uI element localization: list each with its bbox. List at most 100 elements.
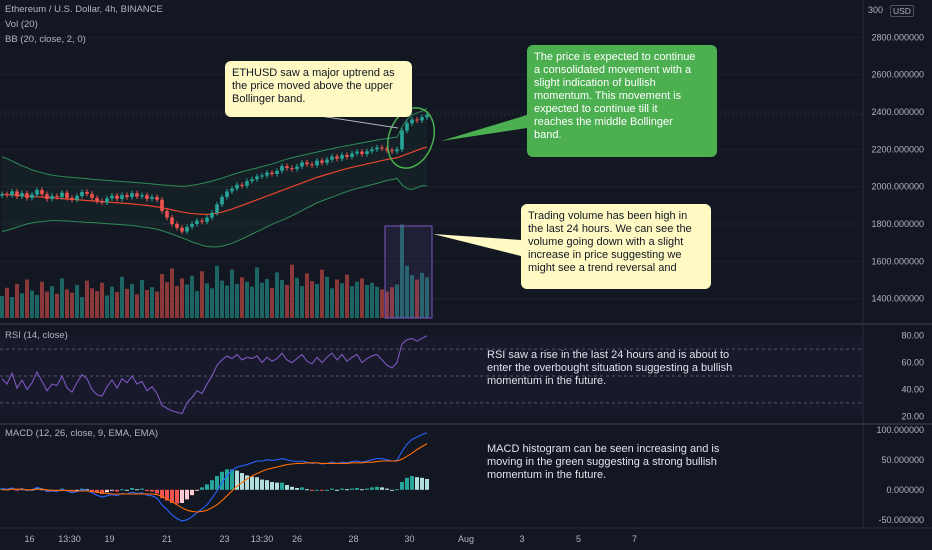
volume-bar xyxy=(130,283,134,318)
volume-bar xyxy=(340,283,344,318)
macd-histogram-bar xyxy=(275,482,279,490)
volume-bar xyxy=(355,281,359,318)
macd-indicator-label[interactable]: MACD (12, 26, close, 9, EMA, EMA) xyxy=(5,428,159,439)
macd-histogram-bar xyxy=(230,469,234,490)
macd-histogram-bar xyxy=(150,489,154,492)
volume-bar xyxy=(125,288,129,318)
volume-bar xyxy=(150,287,154,318)
candle-body xyxy=(285,166,289,169)
time-tick-label: 30 xyxy=(404,534,414,544)
macd-histogram-bar xyxy=(380,487,384,490)
macd-histogram-bar xyxy=(105,489,109,493)
volume-bar xyxy=(335,279,339,318)
candle-body xyxy=(180,227,184,232)
annotation-line: a consolidated movement with a xyxy=(534,64,692,76)
volume-bar xyxy=(285,285,289,318)
candle-body xyxy=(365,151,369,155)
candle-body xyxy=(170,217,174,225)
volume-bar xyxy=(410,275,414,318)
price-tick-label: 2000.000000 xyxy=(871,182,924,192)
macd-tick-label: -50.000000 xyxy=(878,515,924,525)
volume-bar xyxy=(40,281,44,318)
candle-body xyxy=(415,119,419,121)
macd-histogram-bar xyxy=(85,489,89,491)
macd-histogram-bar xyxy=(245,475,249,490)
candle-body xyxy=(30,194,34,198)
price-tick-label: 2600.000000 xyxy=(871,70,924,80)
bollinger-indicator-label[interactable]: BB (20, close, 2, 0) xyxy=(5,34,86,45)
annotation-line: the last 24 hours. We can see the xyxy=(528,223,692,235)
candle-body xyxy=(100,201,104,203)
volume-bar xyxy=(400,224,404,318)
volume-highlight-box xyxy=(384,225,433,319)
candle-body xyxy=(105,198,109,203)
candle-body xyxy=(125,195,129,197)
volume-indicator-label[interactable]: Vol (20) xyxy=(5,19,38,30)
macd-histogram-bar xyxy=(255,477,259,490)
macd-histogram-bar xyxy=(335,489,339,491)
volume-bar xyxy=(415,279,419,318)
annotation-line: momentum in the future. xyxy=(487,469,607,481)
candle-body xyxy=(195,220,199,225)
time-tick-label: 13:30 xyxy=(58,534,81,544)
volume-bar xyxy=(10,297,14,318)
rsi-band-background xyxy=(0,335,862,417)
candle-body xyxy=(325,159,329,163)
volume-bar xyxy=(280,280,284,318)
volume-bar xyxy=(260,282,264,318)
volume-bar xyxy=(165,282,169,318)
volume-bar xyxy=(170,268,174,318)
volume-bar xyxy=(135,294,139,318)
candle-body xyxy=(160,199,164,211)
volume-bar xyxy=(55,293,59,318)
price-scale-top-label: 300 xyxy=(868,5,883,15)
volume-bar xyxy=(175,286,179,318)
macd-histogram-bar xyxy=(135,489,139,491)
candle-body xyxy=(0,194,4,196)
currency-badge[interactable]: USD xyxy=(890,5,914,17)
macd-histogram-bar xyxy=(330,488,334,490)
macd-histogram-bar xyxy=(220,471,224,490)
macd-histogram-bar xyxy=(420,477,424,490)
volume-bar xyxy=(390,287,394,318)
candle-body xyxy=(250,179,254,182)
candle-body xyxy=(330,156,334,160)
volume-bar xyxy=(230,269,234,318)
time-tick-label: 21 xyxy=(162,534,172,544)
candle-body xyxy=(310,164,314,166)
rsi-line xyxy=(1,335,428,415)
candle-body xyxy=(25,193,29,198)
annotation-line: RSI saw a rise in the last 24 hours and … xyxy=(487,349,730,361)
annotation-line: slight indication of bullish xyxy=(534,77,656,89)
macd-line xyxy=(1,432,428,522)
macd-histogram-bar xyxy=(175,489,179,504)
annotation-line: band. xyxy=(534,129,562,141)
candle-body xyxy=(55,196,59,198)
macd-histogram-bar xyxy=(265,480,269,490)
time-tick-label: 3 xyxy=(519,534,524,544)
annotation-line: Bollinger band. xyxy=(232,93,306,105)
candle-body xyxy=(130,193,134,197)
uptrend-highlight-ellipse xyxy=(387,107,435,169)
macd-tick-label: 100.000000 xyxy=(876,425,924,435)
macd-histogram-bar xyxy=(410,476,414,490)
macd-histogram-bar xyxy=(370,487,374,490)
macd-histogram-bar xyxy=(375,486,379,490)
bollinger-band-fill xyxy=(2,108,427,247)
volume-bar xyxy=(75,285,79,318)
volume-bar xyxy=(310,281,314,318)
candle-body xyxy=(405,123,409,131)
macd-histogram-bar xyxy=(425,479,429,490)
annotation-line: might see a trend reversal and xyxy=(528,262,677,274)
candle-body xyxy=(235,184,239,189)
time-tick-label: 13:30 xyxy=(251,534,274,544)
time-tick-label: 23 xyxy=(219,534,229,544)
volume-bar xyxy=(305,273,309,318)
macd-histogram-bar xyxy=(115,489,119,492)
candle-body xyxy=(425,114,429,118)
macd-histogram-bar xyxy=(0,488,4,490)
candle-body xyxy=(410,119,414,124)
rsi-indicator-label[interactable]: RSI (14, close) xyxy=(5,330,68,341)
macd-histogram-bar xyxy=(190,489,194,496)
